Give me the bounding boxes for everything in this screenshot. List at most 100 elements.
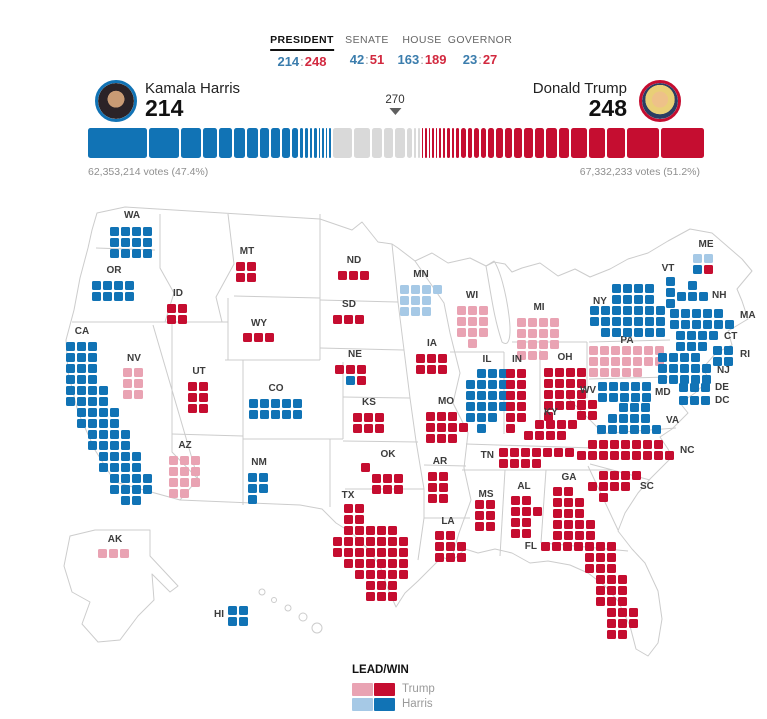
- ev-square-fl: [607, 564, 616, 573]
- ev-square-tx: [388, 592, 397, 601]
- ev-square-az: [169, 456, 178, 465]
- ev-bar-segment[interactable]: [524, 128, 533, 158]
- ev-bar-segment[interactable]: [384, 128, 394, 158]
- ev-bar-segment[interactable]: [318, 128, 321, 158]
- ev-bar-segment[interactable]: [467, 128, 473, 158]
- ev-bar-segment[interactable]: [421, 128, 424, 158]
- ev-bar-segment[interactable]: [546, 128, 557, 158]
- ev-bar-segment[interactable]: [514, 128, 523, 158]
- ev-bar-segment[interactable]: [314, 128, 317, 158]
- ev-square-ma: [714, 320, 723, 329]
- ev-bar-segment[interactable]: [332, 128, 353, 158]
- ev-square-ca: [110, 441, 119, 450]
- ev-bar-segment[interactable]: [282, 128, 290, 158]
- ev-square-az: [191, 456, 200, 465]
- ev-square-ca: [88, 419, 97, 428]
- ev-bar-segment[interactable]: [425, 128, 427, 158]
- ev-square-ca: [88, 364, 97, 373]
- ev-bar-segment[interactable]: [354, 128, 370, 158]
- tab-governor[interactable]: GOVERNOR 23:27: [448, 30, 512, 67]
- ev-bar-segment[interactable]: [218, 128, 232, 158]
- ev-bar-segment[interactable]: [88, 128, 148, 158]
- state-label-pa: PA: [620, 335, 634, 346]
- ev-bar-segment[interactable]: [428, 128, 431, 158]
- state-label-al: AL: [517, 481, 531, 492]
- ev-bar-segment[interactable]: [589, 128, 606, 158]
- ev-square-nj: [680, 375, 689, 384]
- ev-bar-segment[interactable]: [291, 128, 298, 158]
- ev-square-ok: [361, 463, 370, 472]
- ev-bar-segment[interactable]: [451, 128, 455, 158]
- ev-bar-segment[interactable]: [271, 128, 281, 158]
- ev-bar-segment[interactable]: [325, 128, 328, 158]
- ev-bar-segment[interactable]: [447, 128, 450, 158]
- ev-bar-segment[interactable]: [322, 128, 324, 158]
- tab-house[interactable]: HOUSE 163:189: [397, 30, 446, 67]
- ev-bar-segment[interactable]: [558, 128, 570, 158]
- ev-square-nj: [669, 364, 678, 373]
- ev-bar-segment[interactable]: [460, 128, 466, 158]
- ev-square-ca: [77, 353, 86, 362]
- ev-square-tx: [366, 548, 375, 557]
- tab-president[interactable]: PRESIDENT 214:248: [270, 30, 334, 69]
- ev-bar-segment[interactable]: [202, 128, 217, 158]
- ev-square-or: [114, 281, 123, 290]
- ev-bar-segment[interactable]: [439, 128, 441, 158]
- ev-square-md: [598, 393, 607, 402]
- ev-bar-segment[interactable]: [481, 128, 487, 158]
- legend-swatch-lead_blue: [352, 697, 373, 711]
- ev-square-oh: [566, 379, 575, 388]
- ev-square-ar: [428, 472, 437, 481]
- ev-bar-segment[interactable]: [309, 128, 313, 158]
- ev-square-or: [92, 292, 101, 301]
- ev-bar-segment[interactable]: [534, 128, 545, 158]
- state-label-nc: NC: [680, 445, 695, 456]
- state-label-mi: MI: [533, 302, 545, 313]
- ev-bar-segment[interactable]: [305, 128, 308, 158]
- ev-bar-segment[interactable]: [233, 128, 246, 158]
- ev-square-nv: [134, 379, 143, 388]
- ev-square-nc: [643, 440, 652, 449]
- ev-square-pa: [589, 368, 598, 377]
- state-label-nh: NH: [712, 290, 727, 301]
- ev-square-nd: [360, 271, 369, 280]
- ev-square-ar: [439, 483, 448, 492]
- ev-bar-segment[interactable]: [456, 128, 459, 158]
- ev-bar-segment[interactable]: [371, 128, 383, 158]
- ev-bar-segment[interactable]: [442, 128, 446, 158]
- ev-bar-segment[interactable]: [406, 128, 412, 158]
- ev-bar-segment[interactable]: [413, 128, 417, 158]
- state-label-mt: MT: [239, 246, 255, 257]
- ev-square-co: [293, 399, 302, 408]
- ev-bar-segment[interactable]: [607, 128, 625, 158]
- ev-bar-segment[interactable]: [571, 128, 588, 158]
- ev-square-ms: [475, 522, 484, 531]
- ev-bar-segment[interactable]: [488, 128, 495, 158]
- ev-square-mt: [236, 262, 245, 271]
- ev-bar-segment[interactable]: [660, 128, 705, 158]
- tab-senate[interactable]: SENATE 42:51: [345, 30, 389, 67]
- ev-square-ct: [687, 331, 696, 340]
- ev-square-nc: [610, 451, 619, 460]
- ev-bar-segment[interactable]: [418, 128, 420, 158]
- ev-square-wa: [110, 227, 119, 236]
- ev-bar-segment[interactable]: [329, 128, 331, 158]
- ev-bar-segment[interactable]: [432, 128, 434, 158]
- ev-bar-segment[interactable]: [505, 128, 513, 158]
- state-label-co: CO: [268, 383, 284, 394]
- ev-bar-segment[interactable]: [259, 128, 270, 158]
- ev-bar-segment[interactable]: [149, 128, 180, 158]
- ev-bar-segment[interactable]: [435, 128, 438, 158]
- ev-bar-segment[interactable]: [299, 128, 304, 158]
- ev-square-mn: [433, 285, 442, 294]
- ev-bar-segment[interactable]: [247, 128, 258, 158]
- ev-bar-segment[interactable]: [496, 128, 504, 158]
- ev-bar-segment[interactable]: [474, 128, 480, 158]
- ev-square-mn: [422, 296, 431, 305]
- ev-square-il: [499, 369, 508, 378]
- ev-bar-segment[interactable]: [395, 128, 405, 158]
- ev-square-ca: [99, 386, 108, 395]
- ev-square-md: [598, 382, 607, 391]
- ev-bar-segment[interactable]: [626, 128, 659, 158]
- ev-bar-segment[interactable]: [181, 128, 201, 158]
